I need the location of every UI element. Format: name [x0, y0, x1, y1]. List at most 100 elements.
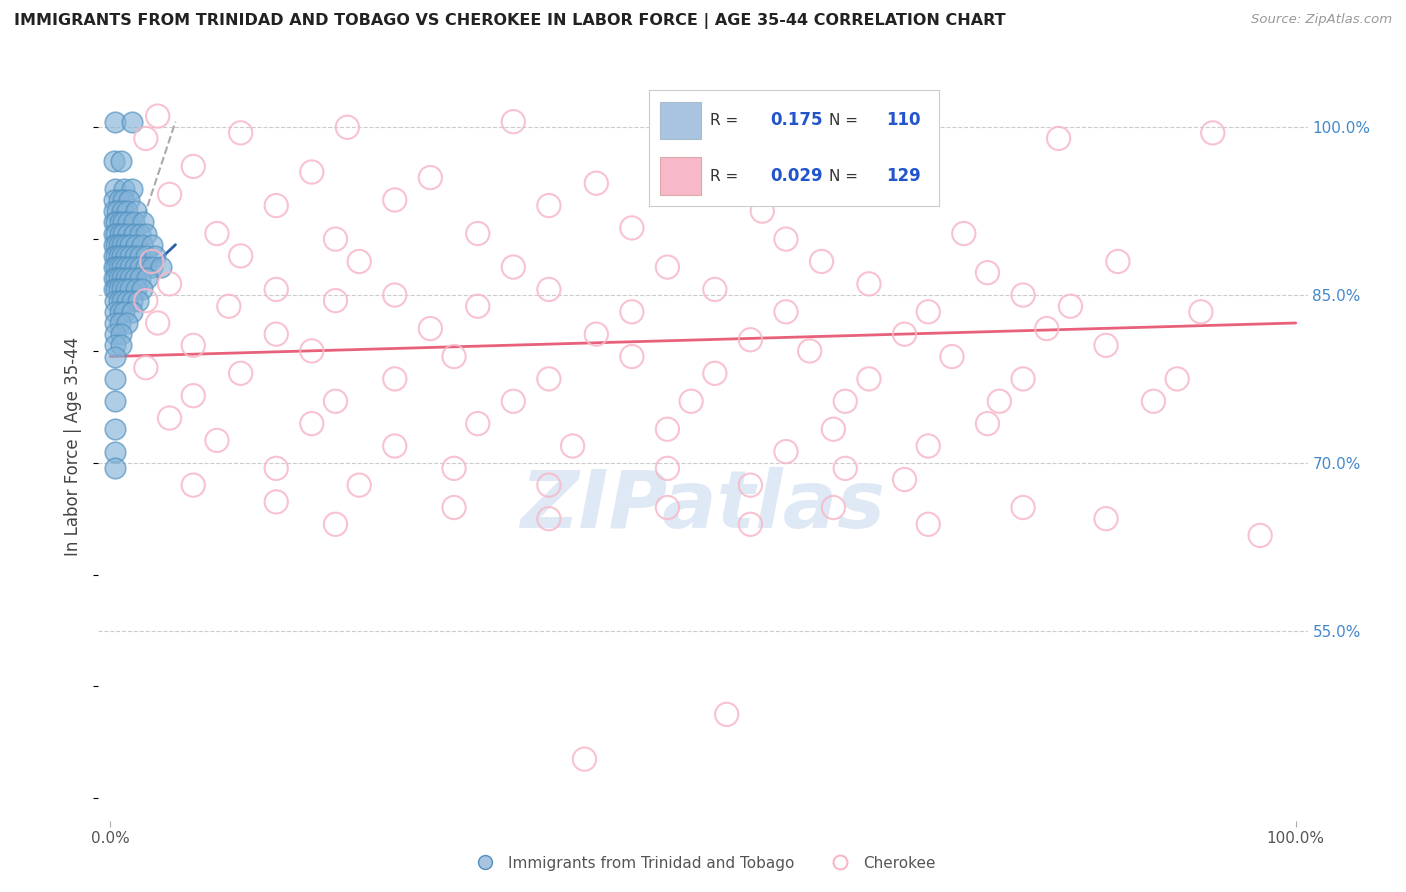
- Point: [823, 500, 845, 515]
- Point: [108, 227, 131, 241]
- Point: [111, 293, 134, 308]
- Point: [110, 338, 132, 352]
- Point: [122, 227, 145, 241]
- Point: [121, 182, 143, 196]
- Point: [229, 126, 252, 140]
- Point: [141, 260, 163, 274]
- Point: [775, 444, 797, 458]
- Point: [419, 170, 441, 185]
- Point: [118, 193, 141, 207]
- Point: [467, 299, 489, 313]
- Point: [740, 333, 762, 347]
- Point: [105, 249, 128, 263]
- Point: [103, 204, 125, 219]
- Point: [419, 321, 441, 335]
- Point: [111, 282, 134, 296]
- Point: [135, 131, 157, 145]
- Point: [325, 394, 347, 409]
- Point: [1249, 528, 1271, 542]
- Point: [181, 478, 204, 492]
- Point: [1059, 299, 1081, 313]
- Point: [103, 260, 125, 274]
- Point: [129, 249, 152, 263]
- Point: [264, 198, 287, 212]
- Point: [869, 126, 891, 140]
- Point: [537, 282, 560, 296]
- Point: [146, 316, 169, 330]
- Text: IMMIGRANTS FROM TRINIDAD AND TOBAGO VS CHEROKEE IN LABOR FORCE | AGE 35-44 CORRE: IMMIGRANTS FROM TRINIDAD AND TOBAGO VS C…: [14, 13, 1005, 29]
- Point: [657, 422, 679, 436]
- Text: Source: ZipAtlas.com: Source: ZipAtlas.com: [1251, 13, 1392, 27]
- Point: [104, 316, 127, 330]
- Point: [703, 367, 725, 381]
- Point: [810, 254, 832, 268]
- Point: [146, 109, 169, 123]
- Point: [716, 707, 738, 722]
- Point: [108, 215, 131, 229]
- Text: ZIPatlas: ZIPatlas: [520, 467, 886, 545]
- Point: [159, 277, 181, 291]
- Point: [181, 389, 204, 403]
- Point: [108, 316, 131, 330]
- Point: [103, 271, 125, 285]
- Point: [443, 461, 465, 475]
- Point: [1012, 500, 1035, 515]
- Point: [104, 461, 127, 475]
- Point: [1095, 338, 1118, 352]
- Point: [129, 271, 152, 285]
- Point: [107, 193, 129, 207]
- Point: [264, 282, 287, 296]
- Point: [537, 198, 560, 212]
- Point: [104, 338, 127, 352]
- Point: [111, 260, 134, 274]
- Point: [917, 517, 939, 532]
- Point: [105, 215, 128, 229]
- Point: [104, 372, 127, 386]
- Point: [205, 434, 228, 448]
- Point: [103, 193, 125, 207]
- Point: [104, 182, 127, 196]
- Point: [131, 237, 153, 252]
- Point: [159, 411, 181, 425]
- Point: [893, 473, 915, 487]
- Point: [110, 327, 132, 342]
- Point: [1189, 305, 1212, 319]
- Point: [325, 232, 347, 246]
- Point: [502, 114, 524, 128]
- Point: [111, 271, 134, 285]
- Point: [135, 260, 157, 274]
- Point: [917, 439, 939, 453]
- Point: [112, 227, 135, 241]
- Point: [135, 293, 157, 308]
- Point: [384, 372, 406, 386]
- Point: [467, 417, 489, 431]
- Point: [141, 237, 163, 252]
- Point: [703, 282, 725, 296]
- Point: [135, 249, 157, 263]
- Point: [467, 227, 489, 241]
- Point: [114, 249, 136, 263]
- Point: [443, 350, 465, 364]
- Point: [264, 327, 287, 342]
- Point: [1047, 131, 1070, 145]
- Point: [585, 327, 607, 342]
- Point: [120, 271, 142, 285]
- Point: [107, 260, 129, 274]
- Point: [107, 237, 129, 252]
- Point: [264, 495, 287, 509]
- Point: [135, 227, 157, 241]
- Point: [108, 305, 131, 319]
- Point: [136, 271, 159, 285]
- Point: [111, 249, 134, 263]
- Point: [384, 288, 406, 302]
- Point: [205, 227, 228, 241]
- Point: [105, 260, 128, 274]
- Point: [105, 204, 128, 219]
- Y-axis label: In Labor Force | Age 35-44: In Labor Force | Age 35-44: [65, 336, 83, 556]
- Point: [941, 350, 963, 364]
- Point: [325, 293, 347, 308]
- Point: [107, 293, 129, 308]
- Point: [301, 165, 323, 179]
- Point: [384, 439, 406, 453]
- Point: [775, 232, 797, 246]
